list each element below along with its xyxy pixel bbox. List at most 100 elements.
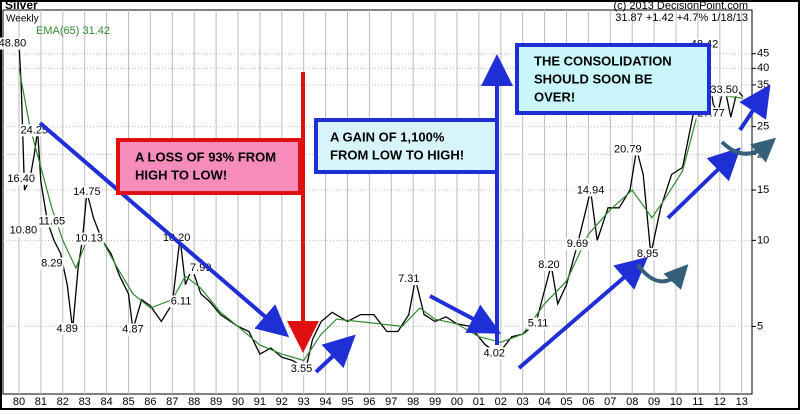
price-label: 4.87 xyxy=(122,324,143,336)
x-tick-label: 87 xyxy=(166,396,178,408)
label-bg xyxy=(613,143,643,156)
x-tick-label: 01 xyxy=(473,396,485,408)
loss-box xyxy=(116,138,302,195)
label-bg xyxy=(709,84,739,97)
price-label: 3.55 xyxy=(291,363,312,375)
x-tick-label: 80 xyxy=(13,396,25,408)
label-bg xyxy=(537,258,561,271)
arrow xyxy=(38,121,290,338)
y-tick-label: 5 xyxy=(757,320,763,332)
x-tick-label: 03 xyxy=(517,396,529,408)
x-tick-label: 02 xyxy=(495,396,507,408)
price-label: 8.29 xyxy=(41,258,62,270)
x-tick-label: 84 xyxy=(100,396,112,408)
y-tick-label: 45 xyxy=(757,48,769,60)
arrow xyxy=(738,84,771,132)
x-tick-label: 05 xyxy=(560,396,572,408)
price-label: 14.75 xyxy=(73,186,101,198)
box-text: OVER! xyxy=(534,89,575,104)
price-label: 6.11 xyxy=(171,295,192,307)
curved-arrow xyxy=(720,137,777,163)
x-tick-label: 93 xyxy=(298,396,310,408)
x-tick-label: 96 xyxy=(363,396,375,408)
x-tick-label: 09 xyxy=(648,396,660,408)
box-text: A LOSS OF 93% FROM xyxy=(135,149,276,164)
label-bg xyxy=(37,215,67,228)
price-label: 7.31 xyxy=(398,273,419,285)
curved-arrow xyxy=(636,263,689,290)
label-bg xyxy=(575,184,606,197)
y-tick-label: 15 xyxy=(757,184,769,196)
x-tick-label: 81 xyxy=(35,396,47,408)
y-tick-label: 40 xyxy=(757,62,769,74)
x-tick-label: 82 xyxy=(57,396,69,408)
box-text: SHOULD SOON BE xyxy=(534,71,653,86)
label-bg xyxy=(289,362,314,375)
label-bg xyxy=(72,186,102,199)
x-tick-label: 95 xyxy=(341,396,353,408)
label-bg xyxy=(74,232,104,245)
x-tick-label: 88 xyxy=(188,396,200,408)
label-bg xyxy=(0,37,28,50)
title: Silver xyxy=(5,0,38,12)
series-line xyxy=(18,43,744,370)
price-label: 9.69 xyxy=(567,238,588,250)
price-label: 4.02 xyxy=(484,347,505,359)
x-tick-label: 00 xyxy=(451,396,463,408)
x-tick-label: 83 xyxy=(79,396,91,408)
box-text: FROM LOW TO HIGH! xyxy=(330,147,464,162)
consolidation-box xyxy=(515,43,711,115)
x-tick-label: 06 xyxy=(582,396,594,408)
x-tick-label: 91 xyxy=(254,396,266,408)
x-tick-label: 12 xyxy=(714,396,726,408)
price-label: 5.11 xyxy=(528,318,549,330)
label-bg xyxy=(19,124,50,137)
price-label: 10.13 xyxy=(75,233,103,245)
price-label: 48.80 xyxy=(0,38,26,50)
label-bg xyxy=(55,323,79,336)
x-tick-label: 04 xyxy=(538,396,550,408)
x-tick-label: 85 xyxy=(122,396,134,408)
box-text: A GAIN OF 1,100% xyxy=(330,129,445,144)
label-bg xyxy=(526,317,550,330)
x-tick-label: 97 xyxy=(385,396,397,408)
x-tick-label: 11 xyxy=(692,396,703,408)
arrow xyxy=(666,147,741,220)
y-tick-label: 10 xyxy=(757,234,769,246)
x-tick-label: 92 xyxy=(276,396,288,408)
copyright: (c) 2013 DecisionPoint.com xyxy=(613,0,748,12)
x-tick-label: 98 xyxy=(407,396,419,408)
x-tick-label: 94 xyxy=(319,396,331,408)
label-bg xyxy=(397,273,421,286)
label-bg xyxy=(6,172,36,185)
arrow xyxy=(314,334,356,374)
label-bg xyxy=(565,238,590,251)
price-label: 33.50 xyxy=(710,84,738,96)
x-tick-label: 10 xyxy=(670,396,682,408)
x-tick-label: 99 xyxy=(429,396,441,408)
legend: EMA(65) 31.42 xyxy=(36,25,110,37)
arrow xyxy=(517,256,649,370)
arrow xyxy=(429,294,502,334)
x-tick-label: 13 xyxy=(736,396,748,408)
label-bg xyxy=(482,347,506,360)
x-tick-label: 08 xyxy=(626,396,638,408)
plot-area xyxy=(2,9,753,395)
label-bg xyxy=(40,257,64,270)
price-label: 8.20 xyxy=(538,259,559,271)
x-tick-label: 86 xyxy=(144,396,156,408)
price-label: 8.95 xyxy=(637,248,658,260)
price-label: 14.94 xyxy=(577,184,605,196)
last-quote: 31.87 +1.42 +4.7% 1/18/13 xyxy=(615,12,748,24)
label-bg xyxy=(169,295,193,308)
y-tick-label: 25 xyxy=(757,121,769,133)
gain-box xyxy=(314,118,499,174)
x-tick-label: 89 xyxy=(210,396,222,408)
price-label: 24.25 xyxy=(21,124,49,136)
label-bg xyxy=(8,224,39,237)
box-text: THE CONSOLIDATION xyxy=(534,53,672,68)
y-tick-label: 35 xyxy=(757,79,769,91)
x-tick-label: 07 xyxy=(604,396,616,408)
x-tick-label: 90 xyxy=(232,396,244,408)
